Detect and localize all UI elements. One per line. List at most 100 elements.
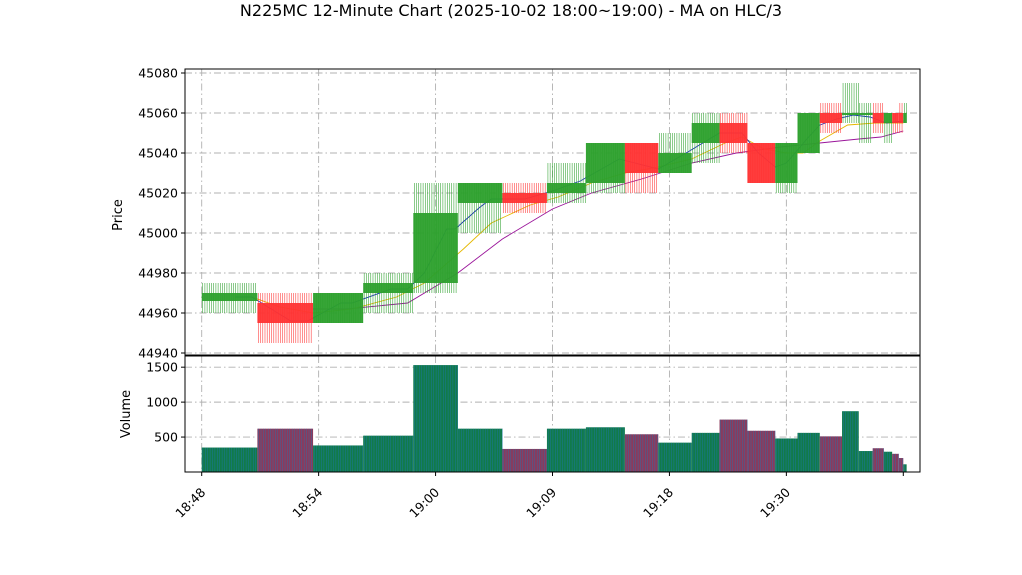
volume-bar [502,448,548,472]
volume-bar-fill [775,438,798,472]
down-candle [624,143,659,193]
volume-bar [747,430,776,472]
volume-bar-fill [883,451,893,472]
candle-body [257,303,314,323]
ma-slow-line [313,130,904,310]
volume-bar [585,427,625,472]
volume-bar-fill [819,436,843,472]
time-x-ticks: 18:48 18:54 19:00 19:09 19:18 19:30 [172,472,904,521]
price-candles [201,83,907,343]
price-y-ticks: 44940 44960 44980 45000 45020 45040 45060 45080 [138,66,185,361]
price-panel: 44940 44960 44980 45000 45020 45040 45060 45080… [111,66,921,361]
volume-bar [903,464,907,472]
volume-panel: 500 1000 1500 Volume [119,355,921,473]
price-tick-label: 44940 [138,346,178,361]
candle-body [502,193,547,203]
time-tick-label: 18:54 [289,485,325,521]
up-candle [775,143,798,193]
volume-bar-fill [872,448,884,472]
time-tick-label: 19:09 [523,485,559,521]
volume-bar-fill [457,428,503,472]
candle-body [546,183,586,193]
time-tick-label: 19:00 [406,485,442,521]
volume-bar-fill [797,432,820,472]
up-candle [201,283,258,313]
candle-body [883,113,893,123]
volume-bar [892,453,899,472]
down-candle [819,103,843,133]
time-tick-label: 18:48 [172,485,208,521]
volume-bars [201,365,907,472]
volume-bar [797,432,820,472]
candle-body [719,123,748,143]
price-tick-label: 45060 [138,106,178,121]
price-tick-label: 45080 [138,66,178,81]
volume-ylabel: Volume [119,390,134,438]
volume-bar [257,428,314,472]
volume-bar [413,365,458,472]
candle-body [201,293,258,301]
down-candle [257,293,314,343]
volume-bar-fill [691,432,720,472]
price-tick-label: 45020 [138,186,178,201]
volume-bar [883,451,893,472]
down-candle [898,103,904,133]
volume-bar-fill [624,434,659,472]
volume-bar [842,411,859,472]
candle-body [585,143,625,183]
volume-bar-fill [892,453,899,472]
price-tick-label: 44980 [138,266,178,281]
volume-bar [775,438,798,472]
volume-tick-label: 1500 [146,360,178,375]
candle-body [858,113,873,115]
candle-body [313,293,364,323]
candle-body [413,213,458,283]
candle-body [842,113,859,115]
volume-bar-fill [858,451,873,472]
volume-bar [624,434,659,472]
up-candle [842,83,859,123]
candle-body [872,113,884,123]
up-candle [457,183,503,233]
candle-body [898,113,904,123]
candle-body [457,183,503,203]
down-candle [747,143,776,183]
candle-body [892,113,899,123]
up-candle [903,103,907,123]
price-ylabel: Price [111,199,126,231]
up-candle [585,143,625,193]
volume-bar-fill [903,464,907,472]
up-candle [413,183,458,293]
up-candle [691,113,720,163]
volume-bar-fill [747,430,776,472]
price-frame [184,68,921,356]
volume-bar-fill [658,442,692,472]
volume-bar [898,458,904,472]
volume-bar-fill [719,419,748,472]
candle-body [624,143,659,173]
price-tick-label: 45000 [138,226,178,241]
candle-body [819,113,843,123]
time-tick-label: 19:30 [757,485,793,521]
volume-bar [313,445,364,472]
candle-body [658,153,692,173]
volume-bar [819,436,843,472]
up-candle [883,113,893,143]
candle-body [775,143,798,183]
up-candle [313,293,364,323]
candle-body [797,113,820,153]
time-tick-label: 19:18 [640,485,676,521]
volume-bar [872,448,884,472]
down-candle [872,103,884,133]
volume-bar [658,442,692,472]
price-tick-label: 45040 [138,146,178,161]
volume-bar [858,451,873,472]
volume-bar-fill [898,458,904,472]
down-candle [719,113,748,153]
candle-body [691,123,720,143]
up-candle [546,163,586,203]
candle-body [903,113,907,123]
up-candle [858,103,873,143]
down-candle [502,183,547,213]
